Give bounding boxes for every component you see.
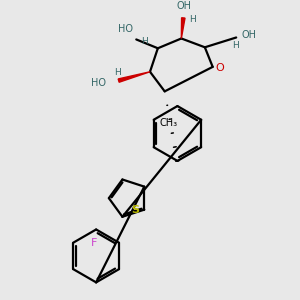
Text: O: O <box>216 63 224 73</box>
Polygon shape <box>181 18 185 38</box>
Text: H: H <box>232 41 238 50</box>
Text: HO: HO <box>118 24 133 34</box>
Polygon shape <box>118 72 150 82</box>
Text: H: H <box>189 15 196 24</box>
Text: H: H <box>114 68 121 77</box>
Text: OH: OH <box>241 30 256 40</box>
Text: OH: OH <box>177 1 192 11</box>
Text: S: S <box>131 205 140 214</box>
Text: F: F <box>91 238 98 248</box>
Text: HO: HO <box>91 78 106 88</box>
Text: H: H <box>141 37 148 46</box>
Text: CH₃: CH₃ <box>160 118 178 128</box>
